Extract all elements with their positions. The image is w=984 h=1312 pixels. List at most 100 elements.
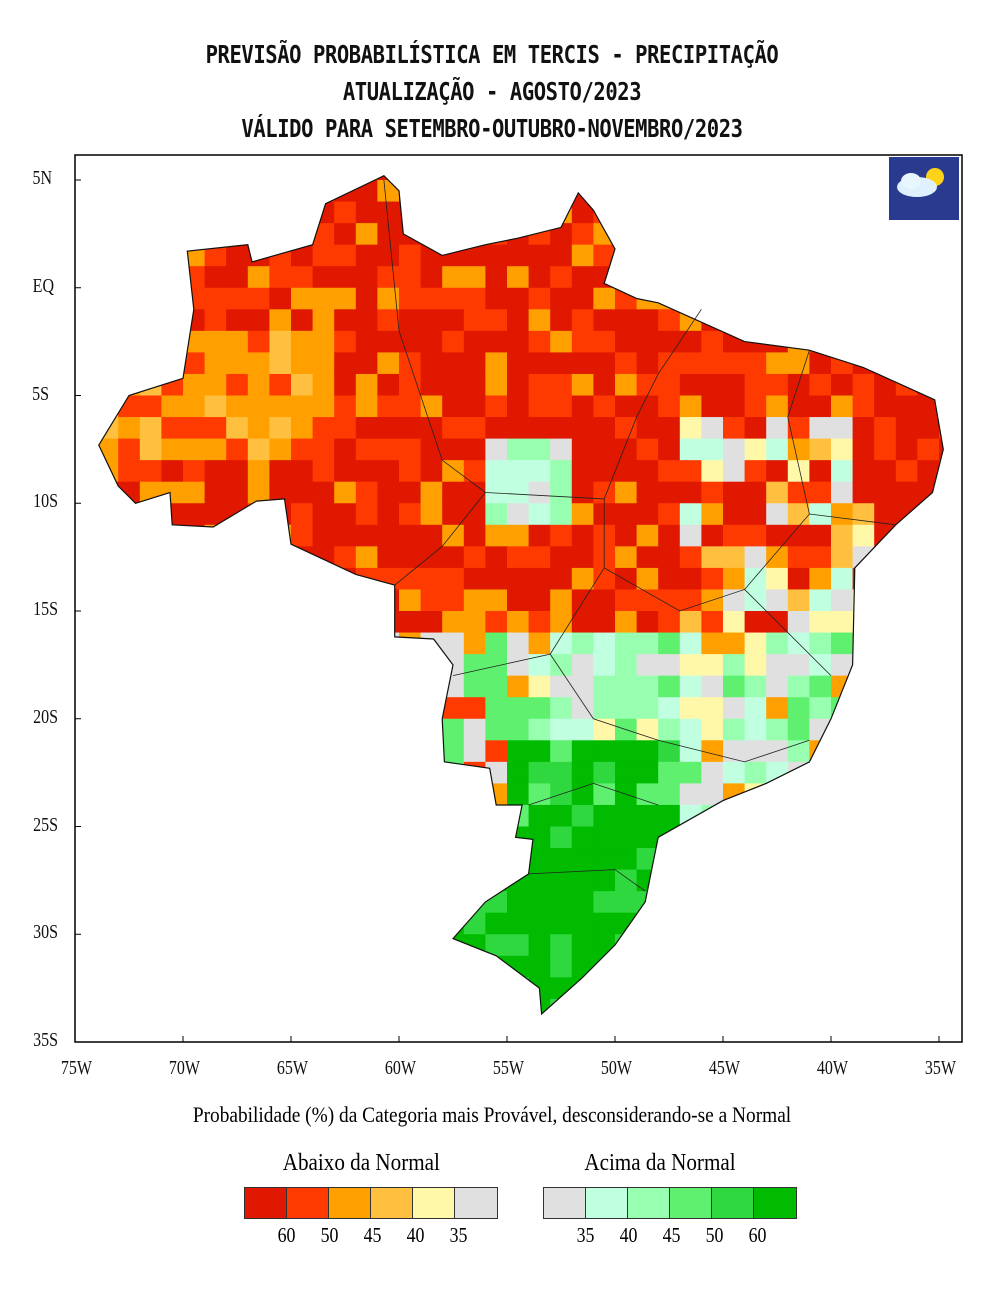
grid-cell bbox=[183, 503, 205, 526]
grid-cell bbox=[507, 244, 529, 267]
grid-cell bbox=[463, 417, 486, 440]
grid-cell bbox=[550, 330, 573, 353]
grid-cell bbox=[291, 460, 313, 483]
grid-cell bbox=[787, 352, 810, 375]
grid-cell bbox=[442, 611, 465, 633]
grid-cell bbox=[766, 373, 789, 396]
lat-label: EQ bbox=[32, 274, 55, 297]
grid-cell bbox=[355, 352, 378, 375]
grid-cell bbox=[291, 266, 313, 289]
grid-cell bbox=[528, 309, 551, 332]
grid-cell bbox=[463, 266, 486, 289]
grid-cell bbox=[420, 567, 443, 590]
grid-cell bbox=[615, 417, 637, 440]
grid-cell bbox=[744, 567, 767, 590]
grid-cell bbox=[334, 223, 357, 246]
grid-cell bbox=[636, 417, 659, 440]
grid-cell bbox=[355, 438, 378, 461]
grid-cell bbox=[204, 330, 227, 353]
grid-cell bbox=[917, 460, 940, 483]
grid-cell bbox=[399, 438, 421, 461]
grid-cell bbox=[766, 438, 789, 461]
grid-cell bbox=[355, 546, 378, 569]
grid-cell bbox=[766, 395, 789, 418]
grid-cell bbox=[701, 503, 724, 526]
grid-cell bbox=[528, 761, 551, 784]
grid-cell bbox=[183, 373, 205, 396]
grid-cell bbox=[766, 546, 789, 569]
grid-cell bbox=[809, 697, 832, 720]
grid-cell bbox=[615, 330, 637, 353]
grid-cell bbox=[658, 503, 681, 526]
grid-cell bbox=[247, 373, 270, 396]
grid-cell bbox=[485, 330, 508, 353]
grid-cell bbox=[463, 503, 486, 526]
legend-above-swatch bbox=[544, 1188, 586, 1218]
grid-cell bbox=[485, 309, 508, 332]
grid-cell bbox=[528, 352, 551, 375]
grid-cell bbox=[204, 266, 227, 289]
grid-cell bbox=[766, 675, 789, 698]
grid-cell bbox=[355, 417, 378, 440]
grid-cell bbox=[312, 287, 335, 310]
grid-cell bbox=[507, 546, 529, 569]
grid-cell bbox=[312, 244, 335, 267]
grid-cell bbox=[723, 675, 745, 698]
grid-cell bbox=[291, 309, 313, 332]
grid-cell bbox=[809, 611, 832, 633]
grid-cell bbox=[550, 395, 573, 418]
grid-cell bbox=[571, 373, 594, 396]
grid-cell bbox=[226, 330, 249, 353]
grid-cell bbox=[269, 352, 292, 375]
grid-cell bbox=[593, 481, 616, 504]
grid-cell bbox=[420, 524, 443, 547]
grid-cell bbox=[183, 395, 205, 418]
grid-cell bbox=[550, 804, 573, 827]
grid-cell bbox=[485, 934, 508, 957]
grid-cell bbox=[377, 503, 400, 526]
lat-label: 10S bbox=[33, 490, 59, 513]
grid-cell bbox=[831, 632, 853, 655]
grid-cell bbox=[139, 438, 162, 461]
legend-above-tick: 60 bbox=[748, 1223, 767, 1247]
grid-cell bbox=[636, 524, 659, 547]
grid-cell bbox=[442, 718, 465, 741]
grid-cell bbox=[420, 503, 443, 526]
grid-cell bbox=[204, 244, 227, 267]
grid-cell bbox=[377, 266, 400, 289]
grid-cell bbox=[593, 654, 616, 677]
grid-cell bbox=[744, 417, 767, 440]
grid-cell bbox=[809, 481, 832, 504]
grid-cell bbox=[550, 912, 573, 935]
grid-cell bbox=[874, 395, 897, 418]
grid-cell bbox=[744, 460, 767, 483]
grid-cell bbox=[442, 417, 465, 440]
grid-cell bbox=[679, 589, 702, 612]
grid-cell bbox=[247, 309, 270, 332]
grid-cell bbox=[636, 675, 659, 698]
grid-cell bbox=[636, 546, 659, 569]
grid-cell bbox=[334, 201, 357, 224]
grid-cell bbox=[723, 761, 745, 784]
grid-cell bbox=[895, 417, 918, 440]
grid-cell bbox=[528, 804, 551, 827]
grid-cell bbox=[658, 352, 681, 375]
grid-cell bbox=[571, 804, 594, 827]
grid-cell bbox=[679, 481, 702, 504]
grid-cell bbox=[399, 546, 421, 569]
grid-cell bbox=[442, 481, 465, 504]
grid-cell bbox=[528, 718, 551, 741]
grid-cell bbox=[658, 524, 681, 547]
grid-cell bbox=[658, 438, 681, 461]
grid-cell bbox=[399, 567, 421, 590]
grid-cell bbox=[550, 373, 573, 396]
grid-cell bbox=[507, 503, 529, 526]
grid-cell bbox=[636, 718, 659, 741]
grid-cell bbox=[485, 417, 508, 440]
legend-below-tick: 35 bbox=[449, 1223, 468, 1247]
grid-cell bbox=[701, 352, 724, 375]
grid-cell bbox=[831, 524, 853, 547]
grid-cell bbox=[679, 567, 702, 590]
grid-cell bbox=[420, 352, 443, 375]
grid-cell bbox=[226, 266, 249, 289]
